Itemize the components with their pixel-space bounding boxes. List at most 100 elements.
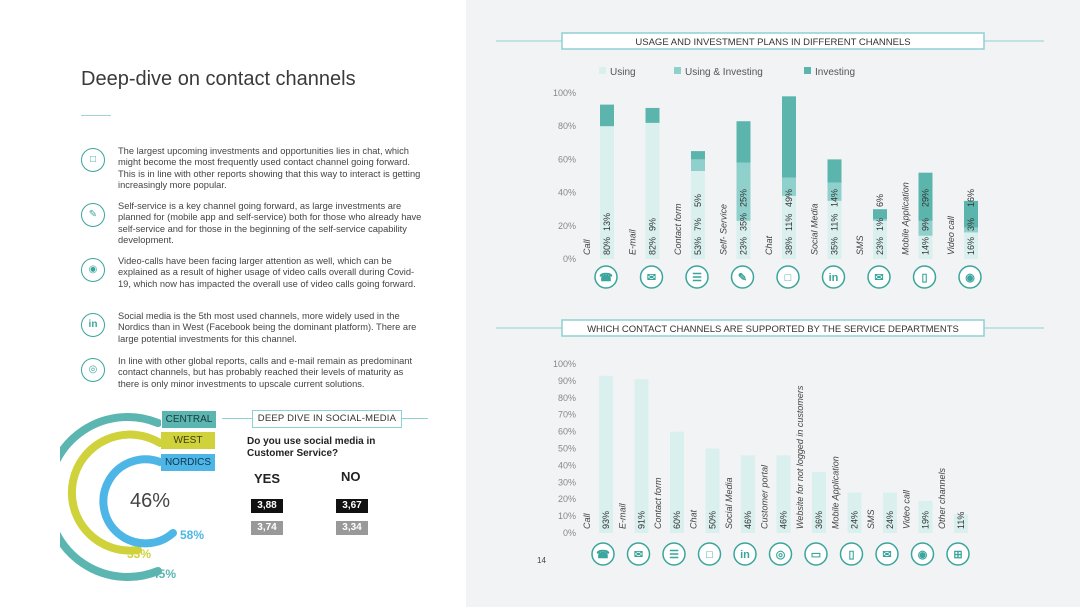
y-tick-label: 90% [558,376,576,386]
chart1-icons: ☎ ✉ ☰ ✎ □ in ✉ ▯ ◉ [594,265,982,289]
value-label: 6% [875,194,885,207]
chart2-title-box [561,319,985,337]
svg-text:✎: ✎ [738,272,747,284]
bar-segment [782,177,796,196]
bullet-text: In line with other global reports, calls… [118,356,413,389]
mobile-icon: ▯ [839,542,864,566]
phone-icon: ☎ [594,265,618,289]
legend-label: Using & Investing [685,67,763,78]
value-label: 50% [708,511,718,529]
y-tick-label: 30% [558,477,576,487]
chart1-legend: Using Using & Investing Investing [599,67,855,78]
right-page: USAGE AND INVESTMENT PLANS IN DIFFERENT … [466,0,1080,607]
chart1-bars: Call 80% 13% E-mail 82% 9% Contact form 53% 7% 5%… [582,96,978,259]
y-tick-label: 40% [558,188,576,198]
self-service-icon: ✎ [81,203,105,227]
chart2-y-axis: 0% 10% 20% 30% 40% 50% 60% 70% 80% 90% 100% [553,359,576,538]
contact-form-icon: ☰ [662,542,686,566]
bar-group: Chat 50% [689,448,720,533]
region-arcs [60,413,177,581]
bar-segment [918,220,933,236]
bar-group: E-mail 91% [618,379,649,533]
bar-group: Other channels 11% [937,467,968,533]
bar [599,375,613,533]
y-tick-label: 20% [558,494,576,504]
category-label: Video call [946,215,956,255]
bar-segment [827,200,842,259]
category-label: Self- Service [719,204,729,255]
bar-group: E-mail 82% 9% [628,107,660,259]
legend-item: Using & Investing [674,67,763,78]
value-label: 36% [814,511,824,529]
category-label: E-mail [618,502,628,529]
bar-segment [873,209,887,220]
svg-text:☎: ☎ [596,549,610,561]
y-tick-label: 10% [558,511,576,521]
value-label: 80% [602,237,612,255]
bar-group: Mobile Application 24% [831,456,862,533]
svg-text:□: □ [706,549,713,561]
value-label: 29% [921,189,931,207]
category-label: Customer portal [760,464,770,529]
value-label: 11% [784,214,794,231]
value-label: 7% [693,218,703,231]
chat-icon: □ [776,265,800,289]
page-title: Deep-dive on contact channels [81,68,356,90]
category-label: Contact form [653,477,663,529]
west-value: 33% [127,547,152,561]
bar-segment [736,121,751,163]
bar-group: Social Media 46% [724,455,755,533]
category-label: SMS [855,235,865,255]
tag-nordics: NORDICS [161,454,215,471]
mobile-icon: ▯ [912,265,937,289]
y-tick-label: 60% [558,154,576,164]
value-label: 23% [739,237,749,255]
bar-segment [827,159,842,183]
bar [776,455,791,533]
bar-segment [736,162,751,221]
website-icon: ▭ [804,542,828,566]
chart2-title: WHICH CONTACT CHANNELS ARE SUPPORTED BY … [587,324,959,335]
value-label: 46% [779,511,789,529]
value-label: 82% [648,237,658,255]
bar-group: Self- Service 23% 35% 25% [719,121,751,259]
contact-form-icon: ☰ [685,265,709,289]
no-value-1: 3,67 [336,499,368,513]
y-tick-label: 0% [563,528,576,538]
central-arc [60,413,162,581]
value-label: 11% [830,214,840,231]
bar-segment [645,122,660,259]
linkedin-icon: in [81,313,105,337]
svg-text:☎: ☎ [599,272,613,284]
legend-label: Investing [815,67,855,78]
bar-segment [964,200,978,228]
bar-segment [918,235,933,259]
svg-text:▯: ▯ [921,272,927,284]
nordics-value: 58% [180,528,205,542]
value-label: 13% [602,213,612,231]
bar-segment [691,159,705,172]
y-tick-label: 70% [558,410,576,420]
category-label: Other channels [937,467,947,529]
bar-segment [645,107,660,123]
bar-segment [827,182,842,201]
bar-segment [600,104,614,127]
chart1-y-axis: 0% 20% 40% 60% 80% 100% [553,88,576,264]
panel-line-left [222,418,252,419]
value-label: 9% [648,218,658,231]
svg-text:✉: ✉ [634,549,643,561]
bar-group: Video call 19% [902,489,933,533]
usage-investment-chart: USAGE AND INVESTMENT PLANS IN DIFFERENT … [496,32,1044,289]
category-label: Call [582,238,592,255]
chart2-icons: ☎ ✉ ☰ □ in ◎ ▭ ▯ ✉ ◉ ⊞ [591,542,970,566]
chat-icon: □ [81,148,105,172]
chart1-title: USAGE AND INVESTMENT PLANS IN DIFFERENT … [635,37,910,48]
svg-text:in: in [740,549,750,561]
category-label: Mobile Application [901,182,911,255]
svg-text:✉: ✉ [874,272,883,284]
bar-segment [691,171,705,259]
bar-group: Chat 38% 11% 49% [764,96,796,259]
value-label: 91% [637,511,647,529]
category-label: Chat [764,235,774,255]
bar-group: Website for not logged in customers 36% [795,385,826,533]
